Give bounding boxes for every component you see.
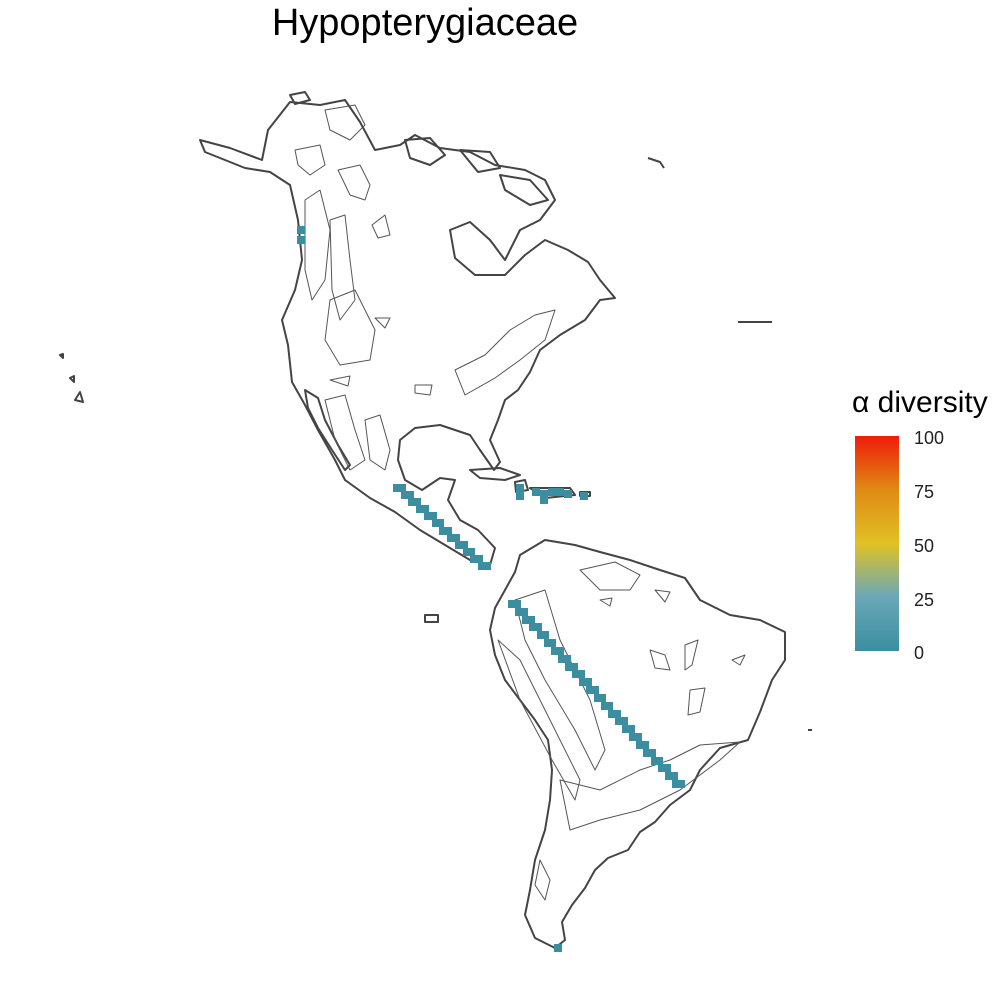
diversity-cell: [515, 608, 523, 616]
diversity-cell: [513, 600, 521, 608]
diversity-cell: [540, 490, 548, 498]
diversity-cell: [467, 548, 475, 556]
hawaii-coastline: [59, 353, 84, 403]
biome-outlines: [294, 104, 746, 901]
diversity-cell: [565, 663, 573, 671]
diversity-cell: [655, 757, 663, 765]
caribbean-coastline: [469, 467, 591, 499]
diversity-cell: [398, 484, 406, 492]
diversity-cell: [605, 702, 613, 710]
diversity-cell: [622, 725, 630, 733]
diversity-cell: [540, 496, 548, 504]
legend-tick-100: 100: [914, 428, 945, 448]
diversity-cell: [444, 527, 452, 535]
diversity-cell: [670, 772, 678, 780]
diversity-cell: [455, 541, 463, 549]
diversity-cell: [297, 236, 305, 244]
diversity-cell: [636, 741, 644, 749]
baja-coastline: [304, 389, 351, 471]
diversity-cell: [452, 534, 460, 542]
diversity-cell: [580, 492, 588, 500]
map-title: Hypopterygiaceae: [271, 2, 579, 44]
diversity-cell: [615, 717, 623, 725]
diversity-cell: [470, 555, 478, 563]
diversity-cell: [672, 780, 680, 788]
diversity-cell: [554, 944, 562, 952]
diversity-cell: [475, 555, 483, 563]
legend-tick-25: 25: [914, 590, 935, 610]
legend-tick-75: 75: [914, 482, 935, 502]
diversity-cell: [522, 616, 530, 624]
diversity-cell: [591, 686, 599, 694]
diversity-cell: [516, 492, 524, 500]
diversity-cell: [541, 631, 549, 639]
diversity-cell: [648, 749, 656, 757]
diversity-cell: [556, 488, 564, 496]
diversity-cell: [558, 655, 566, 663]
diversity-cell: [634, 733, 642, 741]
diversity-cell: [439, 527, 447, 535]
diversity-cell: [436, 519, 444, 527]
diversity-cell: [663, 764, 671, 772]
diversity-cell: [460, 541, 468, 549]
galapagos-coastline: [424, 614, 439, 623]
diversity-cell: [548, 639, 556, 647]
diversity-cell: [416, 505, 424, 513]
legend-tick-50: 50: [914, 536, 935, 556]
diversity-cell: [516, 484, 524, 492]
diversity-cell: [586, 686, 594, 694]
diversity-cell: [424, 512, 432, 520]
diversity-cell: [551, 647, 559, 655]
diversity-cell: [548, 488, 556, 496]
legend-title: α diversity: [852, 386, 988, 419]
diversity-cell: [421, 505, 429, 513]
diversity-cell: [641, 741, 649, 749]
diversity-cell: [408, 498, 416, 506]
diversity-cell: [570, 663, 578, 671]
diversity-cell: [413, 498, 421, 506]
diversity-cell: [643, 749, 651, 757]
diversity-cell: [532, 488, 540, 496]
diversity-cell: [620, 717, 628, 725]
diversity-cell: [527, 616, 535, 624]
north-america-coastline: [199, 99, 616, 566]
legend-tick-0: 0: [914, 643, 925, 663]
diversity-cell: [613, 710, 621, 718]
diversity-cells: [297, 226, 685, 952]
diversity-cell: [577, 670, 585, 678]
diversity-cell: [393, 484, 401, 492]
diversity-cell: [406, 491, 414, 499]
diversity-cell: [629, 733, 637, 741]
diversity-cell: [598, 694, 606, 702]
diversity-cell: [534, 623, 542, 631]
diversity-cell: [520, 608, 528, 616]
diversity-cell: [563, 655, 571, 663]
diversity-cell: [579, 678, 587, 686]
diversity-cell: [529, 623, 537, 631]
diversity-cell: [478, 562, 486, 570]
diversity-cell: [658, 764, 666, 772]
diversity-cell: [572, 670, 580, 678]
diversity-cell: [401, 491, 409, 499]
diversity-cell: [447, 534, 455, 542]
diversity-cell: [556, 647, 564, 655]
south-america-coastline: [489, 539, 786, 949]
diversity-cell: [627, 725, 635, 733]
diversity-cell: [297, 226, 305, 234]
diversity-cell: [508, 600, 516, 608]
diversity-cell: [584, 678, 592, 686]
diversity-cell: [665, 772, 673, 780]
atlantic-islands: [647, 157, 812, 731]
diversity-cell: [429, 512, 437, 520]
legend-color-bar: [855, 436, 899, 651]
diversity-cell: [564, 490, 572, 498]
diversity-cell: [677, 780, 685, 788]
diversity-cell: [483, 562, 491, 570]
arctic-islands-coastline: [289, 91, 549, 206]
diversity-cell: [608, 710, 616, 718]
